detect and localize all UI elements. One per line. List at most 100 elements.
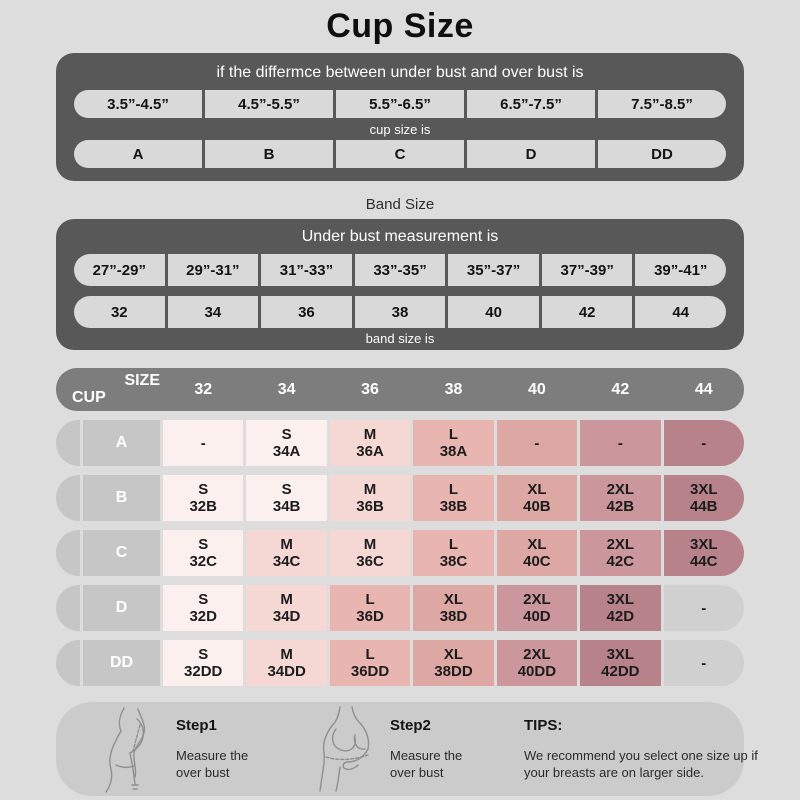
matrix-header-row: SIZE CUP 32 34 36 38 40 42 44	[56, 368, 744, 412]
size-code: 44C	[689, 553, 718, 571]
size-value: S	[281, 425, 292, 443]
cup-letter-cell: C	[336, 140, 464, 169]
matrix-corner-cell: SIZE CUP	[56, 368, 160, 411]
size-value: XL	[443, 645, 464, 663]
size-cell: -	[496, 420, 578, 467]
tips-label: TIPS:	[524, 716, 563, 734]
bust-difference-row: 3.5”-4.5” 4.5”-5.5” 5.5”-6.5” 6.5”-7.5” …	[74, 90, 726, 119]
band-column-header: 38	[444, 380, 463, 398]
size-cell: M 36A	[329, 420, 411, 467]
size-cell: 3XL 42D	[580, 585, 661, 632]
size-cell: L 38A	[413, 420, 494, 467]
size-cell: L 38C	[413, 530, 494, 577]
size-code: 34C	[272, 553, 301, 571]
size-value: S	[198, 480, 209, 498]
size-code: 40C	[523, 553, 551, 571]
size-code: 38A	[439, 443, 468, 461]
bust-difference-cell: 7.5”-8.5”	[598, 90, 726, 119]
underbust-measurement-cell: 27”-29”	[74, 254, 165, 287]
size-cell: 2XL 42B	[580, 475, 661, 522]
size-value: 3XL	[606, 645, 635, 663]
size-code: 36B	[356, 498, 384, 516]
bust-difference-cell: 6.5”-7.5”	[467, 90, 595, 119]
size-cell: S 32DD	[163, 640, 244, 687]
size-value: 3XL	[689, 480, 718, 498]
size-cell: -	[663, 640, 744, 687]
size-code: 40D	[523, 608, 551, 626]
size-cell: -	[663, 585, 744, 632]
size-cell: XL 38DD	[413, 640, 494, 687]
measure-under-bust-figure-icon	[306, 705, 380, 793]
size-cell: L 36DD	[329, 640, 411, 687]
size-value: -	[701, 654, 707, 672]
size-value: M	[280, 645, 293, 663]
size-code: 42B	[606, 498, 635, 516]
corner-cup-label: CUP	[72, 389, 106, 407]
size-value: XL	[527, 535, 547, 553]
tips-line1: We recommend you select one size up if	[524, 747, 758, 763]
size-code: 34B	[272, 498, 301, 516]
size-code: 32C	[189, 553, 217, 571]
size-code: 40DD	[517, 663, 557, 681]
size-code: 36A	[356, 443, 384, 461]
matrix-row-a: A - S 34A M 36A L 38A - - -	[56, 420, 744, 467]
size-value: 2XL	[606, 535, 635, 553]
size-code: 38C	[439, 553, 468, 571]
size-code: 36DD	[350, 663, 390, 681]
size-cell: XL 40B	[496, 475, 578, 522]
underbust-measurement-cell: 37”-39”	[541, 254, 633, 287]
cup-letter-cell: DD	[598, 140, 726, 169]
band-size-cell: 44	[635, 296, 727, 329]
bust-difference-cell: 5.5”-6.5”	[336, 90, 464, 119]
size-code: 40B	[523, 498, 551, 516]
size-value: 2XL	[523, 590, 551, 608]
row-cap	[56, 475, 80, 522]
measure-over-bust-figure-icon	[94, 705, 166, 794]
underbust-measurement-cell: 35”-37”	[448, 254, 539, 287]
size-cell: S 34A	[246, 420, 327, 467]
size-code: 34DD	[267, 663, 306, 681]
size-code: 42C	[606, 553, 635, 571]
matrix-row-dd: DD S 32DD M 34DD L 36DD XL 38DD 2XL 40DD 3XL 4…	[56, 640, 744, 687]
band-size-is-label: band size is	[365, 331, 435, 347]
size-code: 36C	[356, 553, 384, 571]
size-value: 2XL	[523, 645, 551, 663]
size-cell: M 36B	[329, 475, 411, 522]
bust-difference-cell: 4.5”-5.5”	[205, 90, 333, 119]
size-value: -	[200, 434, 206, 452]
size-value: M	[363, 425, 377, 443]
size-value: XL	[527, 480, 547, 498]
size-value: S	[198, 590, 209, 608]
cup-size-is-label: cup size is	[369, 122, 431, 138]
size-cell: 2XL 40D	[496, 585, 578, 632]
size-value: XL	[443, 590, 464, 608]
size-value: L	[448, 425, 459, 443]
size-cell: S 32C	[163, 530, 244, 577]
band-column-header: 32	[194, 380, 213, 398]
step2-label: Step2	[390, 716, 431, 734]
size-value: M	[280, 535, 293, 553]
cup-row-label: A	[83, 420, 160, 467]
size-cell: -	[163, 420, 244, 467]
row-cap	[56, 585, 80, 632]
size-value: -	[701, 599, 707, 617]
band-size-panel: Under bust measurement is 27”-29” 29”-31…	[56, 219, 744, 351]
band-column-header: 42	[611, 380, 630, 398]
cup-letter-cell: D	[467, 140, 595, 169]
matrix-row-d: D S 32D M 34D L 36D XL 38D 2XL 40D 3XL 42D -	[56, 585, 744, 632]
size-cell: S 34B	[246, 475, 327, 522]
cup-row-label: B	[83, 475, 160, 522]
band-size-cell: 38	[354, 296, 446, 329]
band-column-header: 36	[361, 380, 379, 398]
band-column-header: 40	[528, 380, 546, 398]
size-value: 3XL	[689, 535, 718, 553]
size-code: 38B	[439, 498, 468, 516]
size-cell: 2XL 42C	[580, 530, 661, 577]
size-value: 3XL	[606, 590, 635, 608]
size-code: 36D	[356, 608, 384, 626]
size-code: 44B	[689, 498, 718, 516]
size-cell: XL 40C	[496, 530, 578, 577]
step1-label: Step1	[176, 716, 217, 734]
size-value: M	[363, 535, 377, 553]
